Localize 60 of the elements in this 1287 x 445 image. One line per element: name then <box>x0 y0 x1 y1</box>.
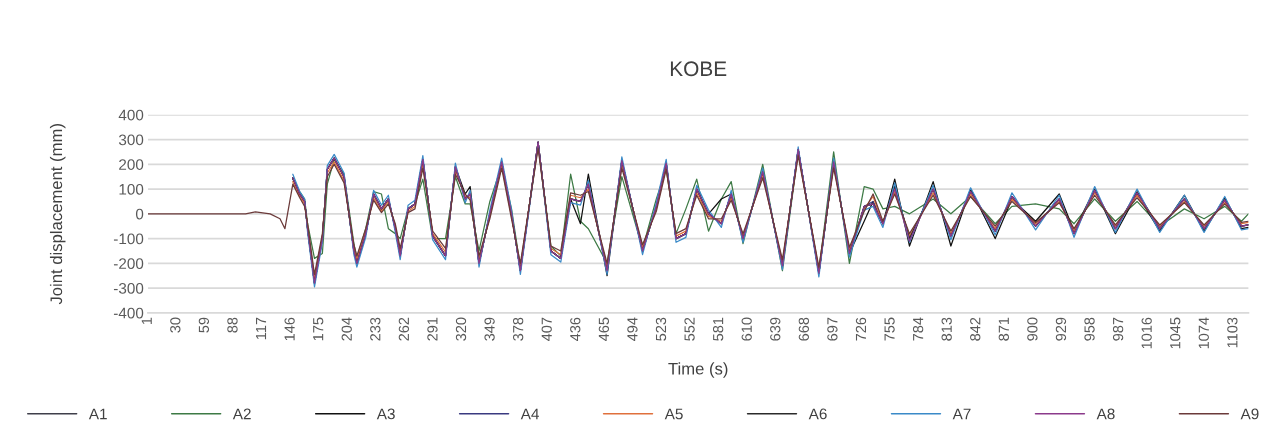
x-tick-label: 1045 <box>1170 317 1181 349</box>
x-axis-title: Time (s) <box>668 362 728 378</box>
x-tick-label: 900 <box>1027 317 1038 341</box>
x-tick-label: 610 <box>741 317 752 341</box>
chart-title: KOBE <box>670 61 727 77</box>
x-tick-label: 668 <box>798 317 809 341</box>
x-tick-label: 436 <box>570 317 581 341</box>
x-tick-label: 88 <box>227 317 238 333</box>
x-tick-label: 958 <box>1084 317 1095 341</box>
x-tick-label: 813 <box>941 317 952 341</box>
y-tick-label: 400 <box>118 109 144 121</box>
legend-label: A5 <box>664 408 683 420</box>
x-tick-label: 639 <box>770 317 781 341</box>
legend-label: A8 <box>1096 408 1115 420</box>
x-tick-label: 1103 <box>1227 317 1238 348</box>
x-tick-label: 407 <box>541 317 552 341</box>
x-tick-label: 262 <box>398 317 410 341</box>
x-tick-label: 842 <box>970 317 981 341</box>
legend-label: A9 <box>1240 408 1259 420</box>
x-tick-label: 755 <box>884 317 895 341</box>
y-tick-label: -400 <box>113 307 144 319</box>
x-tick-label: 1074 <box>1198 317 1209 349</box>
x-tick-label: 697 <box>827 317 838 341</box>
y-tick-label: -300 <box>113 282 144 294</box>
x-tick-label: 30 <box>170 317 181 333</box>
legend-label: A1 <box>88 408 107 420</box>
x-tick-label: 726 <box>855 317 867 341</box>
y-axis-title: Joint displacement (mm) <box>49 124 66 305</box>
x-tick-label: 987 <box>1112 317 1124 341</box>
y-tick-label: 0 <box>135 208 144 220</box>
y-tick-label: -200 <box>113 258 144 270</box>
y-tick-label: 200 <box>119 159 144 170</box>
x-tick-label: 581 <box>712 317 724 341</box>
y-tick-label: 300 <box>118 134 144 146</box>
x-tick-label: 784 <box>912 317 924 341</box>
x-tick-label: 175 <box>313 317 324 341</box>
x-tick-label: 871 <box>998 317 1009 341</box>
x-tick-label: 494 <box>627 317 638 341</box>
legend-label: A7 <box>952 408 971 420</box>
x-tick-label: 233 <box>370 317 381 341</box>
x-tick-label: 146 <box>284 317 295 341</box>
legend-label: A2 <box>232 408 251 420</box>
x-tick-label: 929 <box>1055 317 1067 341</box>
y-tick-label: -100 <box>113 233 144 245</box>
x-tick-label: 320 <box>455 317 467 341</box>
legend-label: A4 <box>520 408 539 420</box>
x-tick-label: 117 <box>256 317 267 340</box>
x-tick-label: 1016 <box>1141 317 1152 349</box>
legend-label: A6 <box>808 408 827 420</box>
x-tick-label: 552 <box>684 317 695 341</box>
x-tick-label: 291 <box>427 317 438 341</box>
x-tick-label: 59 <box>198 317 210 333</box>
x-tick-label: 204 <box>341 317 352 341</box>
y-tick-label: 100 <box>119 183 144 195</box>
x-tick-label: 523 <box>655 317 667 341</box>
legend-label: A3 <box>376 408 395 420</box>
x-tick-label: 1 <box>141 317 152 324</box>
x-tick-label: 378 <box>512 317 524 341</box>
x-tick-label: 349 <box>484 317 495 341</box>
x-tick-label: 465 <box>598 317 610 341</box>
